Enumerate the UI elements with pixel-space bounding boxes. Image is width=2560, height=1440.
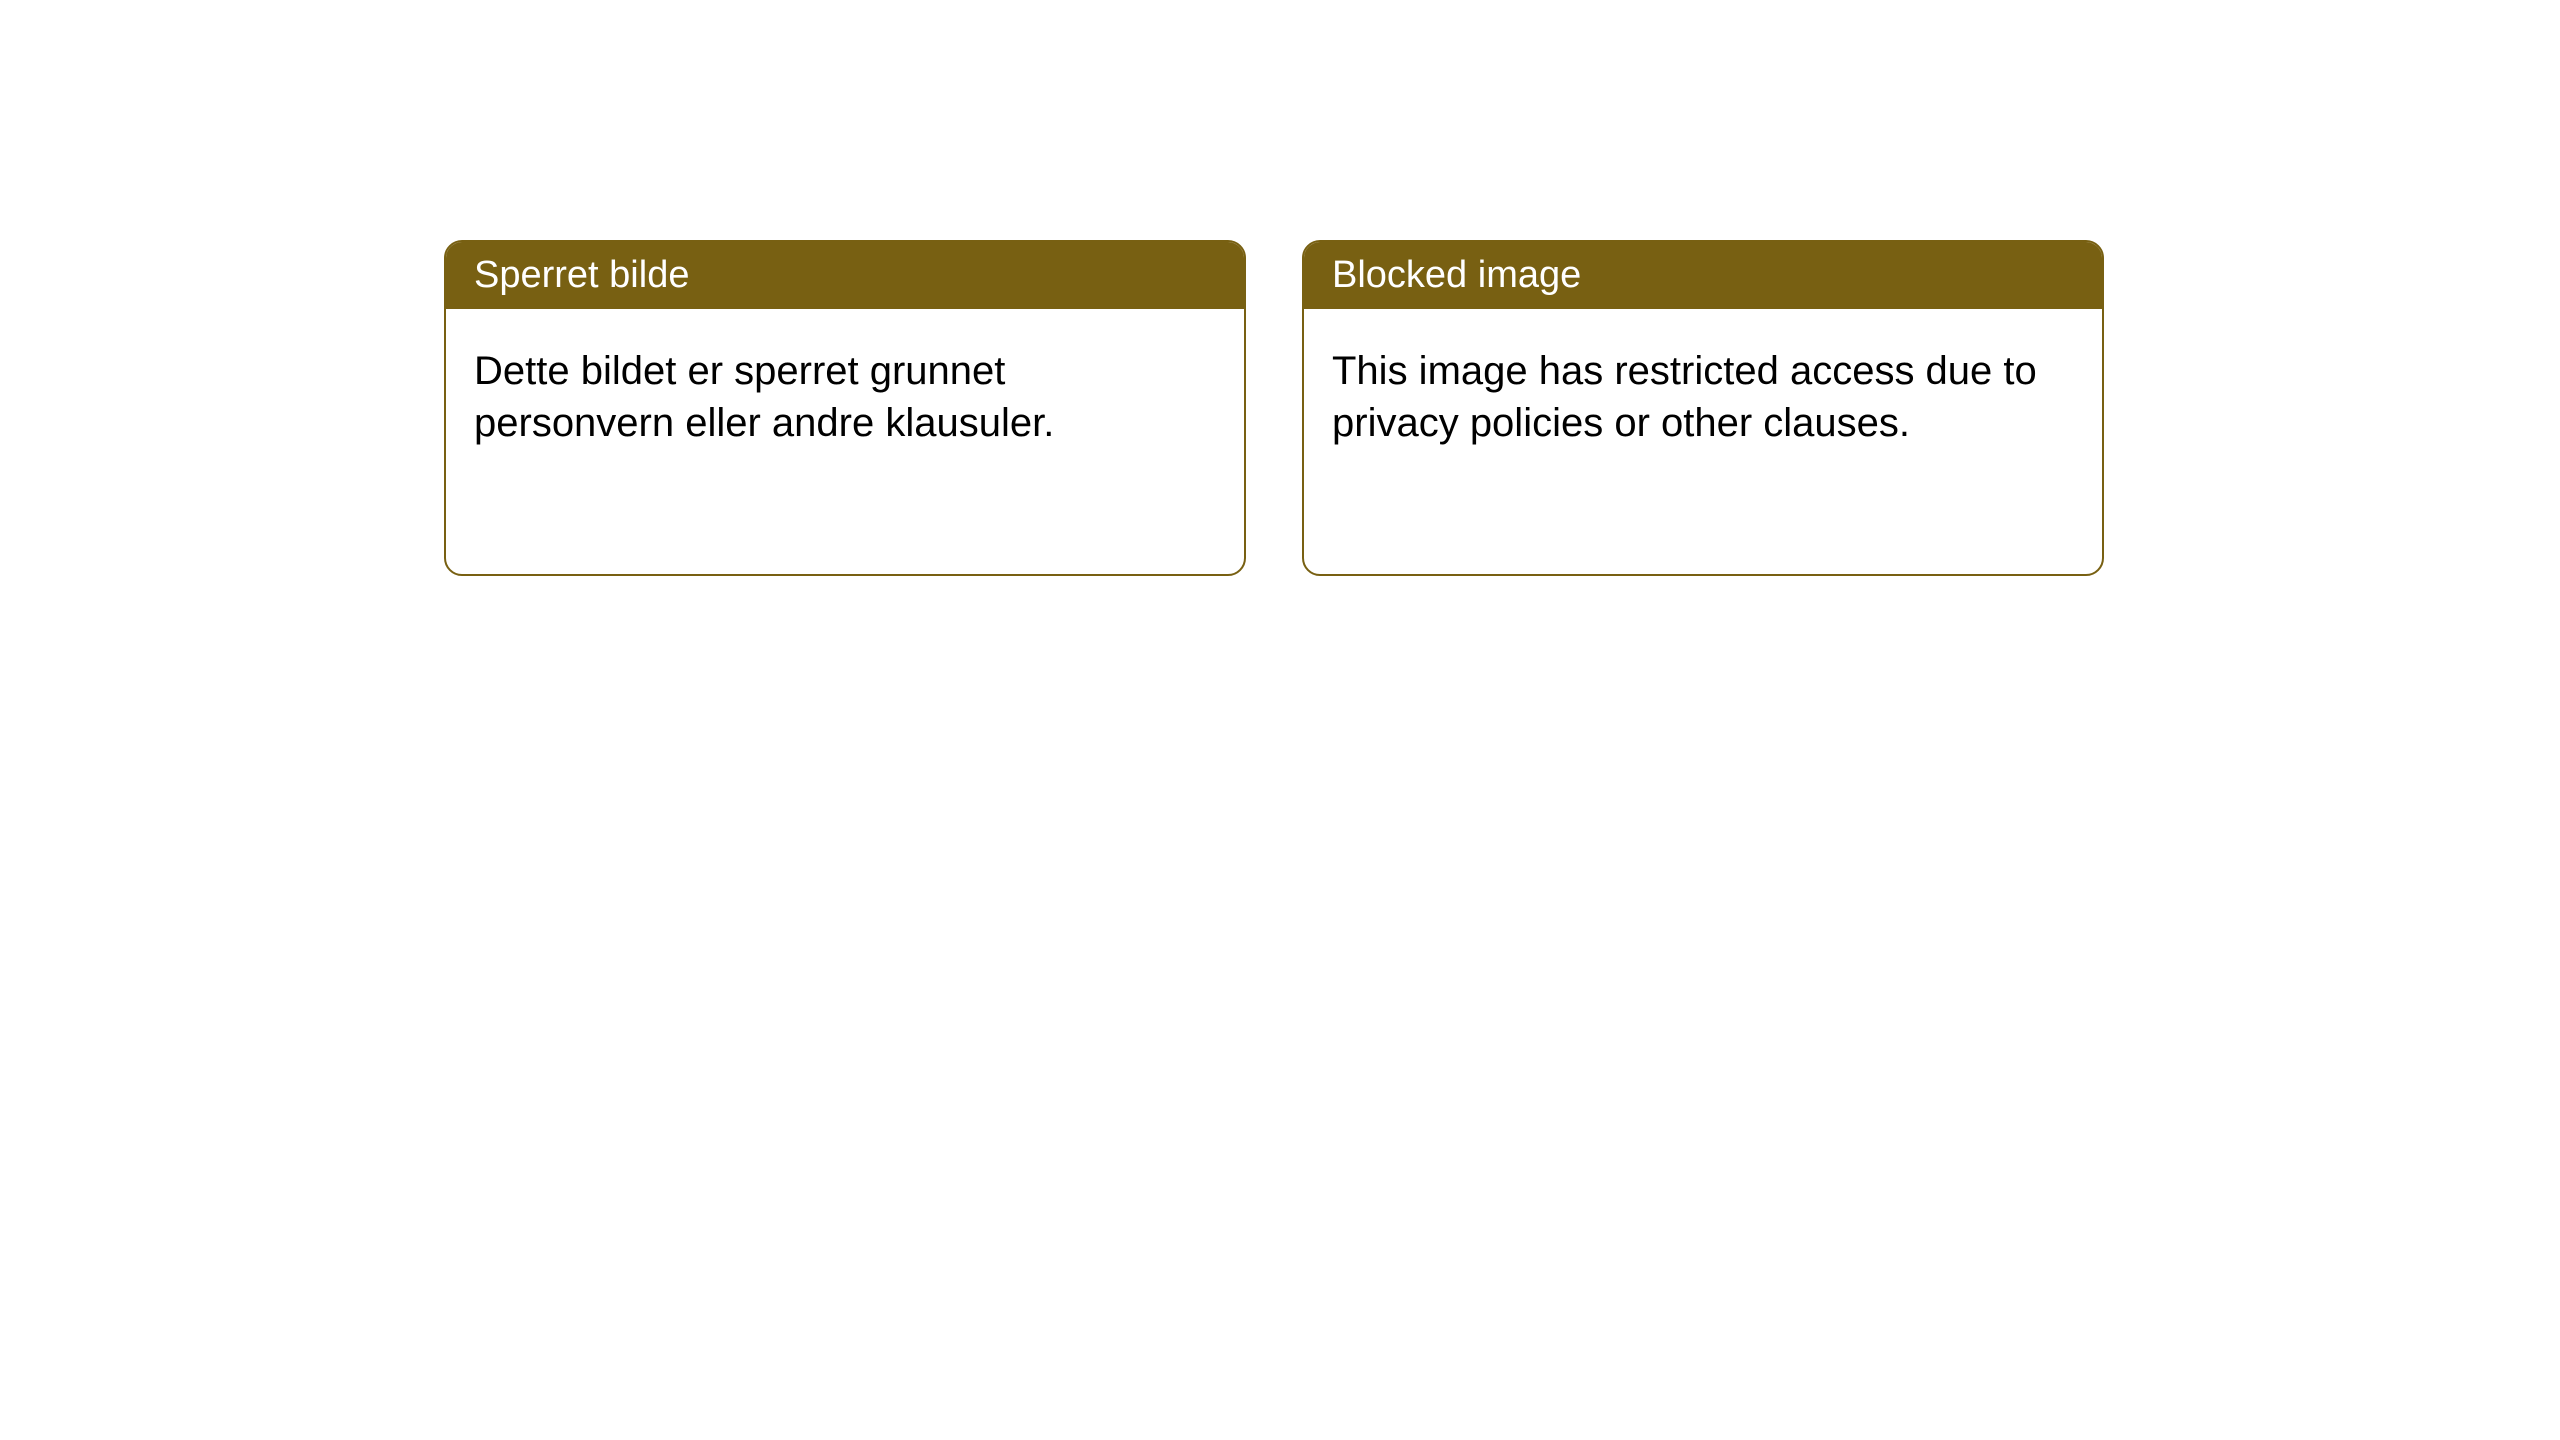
notice-card-english: Blocked image This image has restricted … <box>1302 240 2104 576</box>
card-header: Blocked image <box>1304 242 2102 309</box>
card-body: This image has restricted access due to … <box>1304 309 2102 485</box>
card-body: Dette bildet er sperret grunnet personve… <box>446 309 1244 485</box>
card-text: This image has restricted access due to … <box>1332 349 2037 445</box>
card-title: Sperret bilde <box>474 254 689 296</box>
card-text: Dette bildet er sperret grunnet personve… <box>474 349 1054 445</box>
notice-container: Sperret bilde Dette bildet er sperret gr… <box>0 0 2560 576</box>
card-header: Sperret bilde <box>446 242 1244 309</box>
notice-card-norwegian: Sperret bilde Dette bildet er sperret gr… <box>444 240 1246 576</box>
card-title: Blocked image <box>1332 254 1581 296</box>
